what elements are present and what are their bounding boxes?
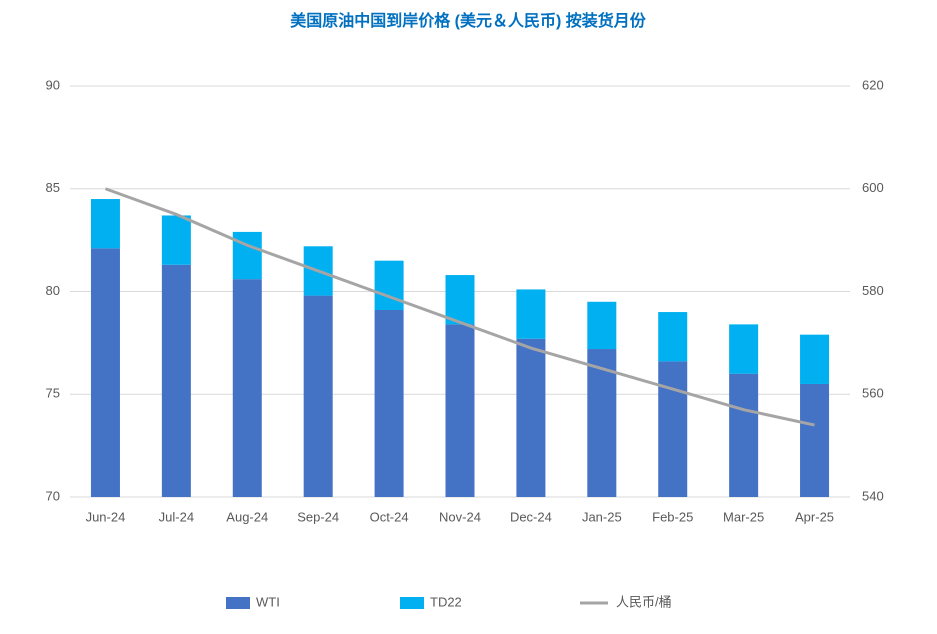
line (104, 187, 815, 427)
y-tick-label: 90 (46, 77, 60, 92)
bar (303, 295, 333, 497)
bar (445, 324, 475, 497)
bar (374, 309, 404, 497)
bar (516, 338, 546, 497)
y2-tick-label: 580 (862, 283, 884, 298)
y2-tick-label: 540 (862, 488, 884, 503)
legend-label: 人民币/桶 (616, 594, 672, 609)
bar (587, 349, 617, 497)
y-tick-label: 80 (46, 283, 60, 298)
legend-label: TD22 (430, 594, 462, 609)
bar (800, 334, 830, 384)
x-tick-label: Jun-24 (86, 509, 126, 524)
bar (516, 289, 546, 339)
x-tick-label: Aug-24 (226, 509, 268, 524)
bar (729, 373, 759, 497)
bar (161, 264, 191, 497)
y2-tick-label: 620 (862, 77, 884, 92)
bar (445, 275, 475, 325)
y2-tick-label: 560 (862, 386, 884, 401)
bar (800, 383, 830, 497)
bar (232, 231, 262, 280)
y-tick-label: 75 (46, 386, 60, 401)
bar (658, 312, 688, 362)
bar (232, 279, 262, 497)
y-tick-label: 85 (46, 180, 60, 195)
x-tick-label: Mar-25 (723, 509, 764, 524)
bar (90, 199, 120, 249)
x-tick-label: Sep-24 (297, 509, 339, 524)
bar (161, 215, 191, 265)
legend-label: WTI (256, 594, 280, 609)
bar (587, 301, 617, 350)
bar (658, 361, 688, 497)
x-tick-label: Oct-24 (370, 509, 409, 524)
x-tick-label: Dec-24 (510, 509, 552, 524)
x-tick-label: Jul-24 (159, 509, 194, 524)
y2-tick-label: 600 (862, 180, 884, 195)
bar (374, 260, 404, 310)
x-tick-label: Jan-25 (582, 509, 622, 524)
legend-swatch (400, 597, 424, 609)
x-tick-label: Apr-25 (795, 509, 834, 524)
bar (90, 248, 120, 497)
x-tick-label: Feb-25 (652, 509, 693, 524)
chart-title: 美国原油中国到岸价格 (美元＆人民币) 按装货月份 (290, 11, 647, 30)
bar (729, 324, 759, 374)
x-tick-label: Nov-24 (439, 509, 481, 524)
y-tick-label: 70 (46, 488, 60, 503)
legend-swatch (226, 597, 250, 609)
